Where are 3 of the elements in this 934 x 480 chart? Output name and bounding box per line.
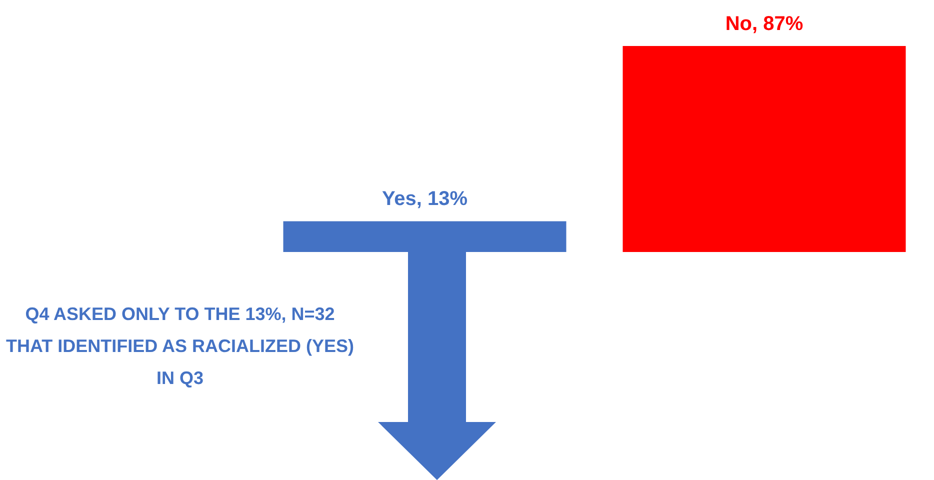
data-label: No, 87% xyxy=(725,13,804,35)
text: Q4 ASKED ONLY TO THE 13%, N=32 THAT IDENTIFIED AS RACIALIZED (YES) IN Q3 xyxy=(5,303,355,390)
data-label: Yes, 13% xyxy=(382,188,468,210)
